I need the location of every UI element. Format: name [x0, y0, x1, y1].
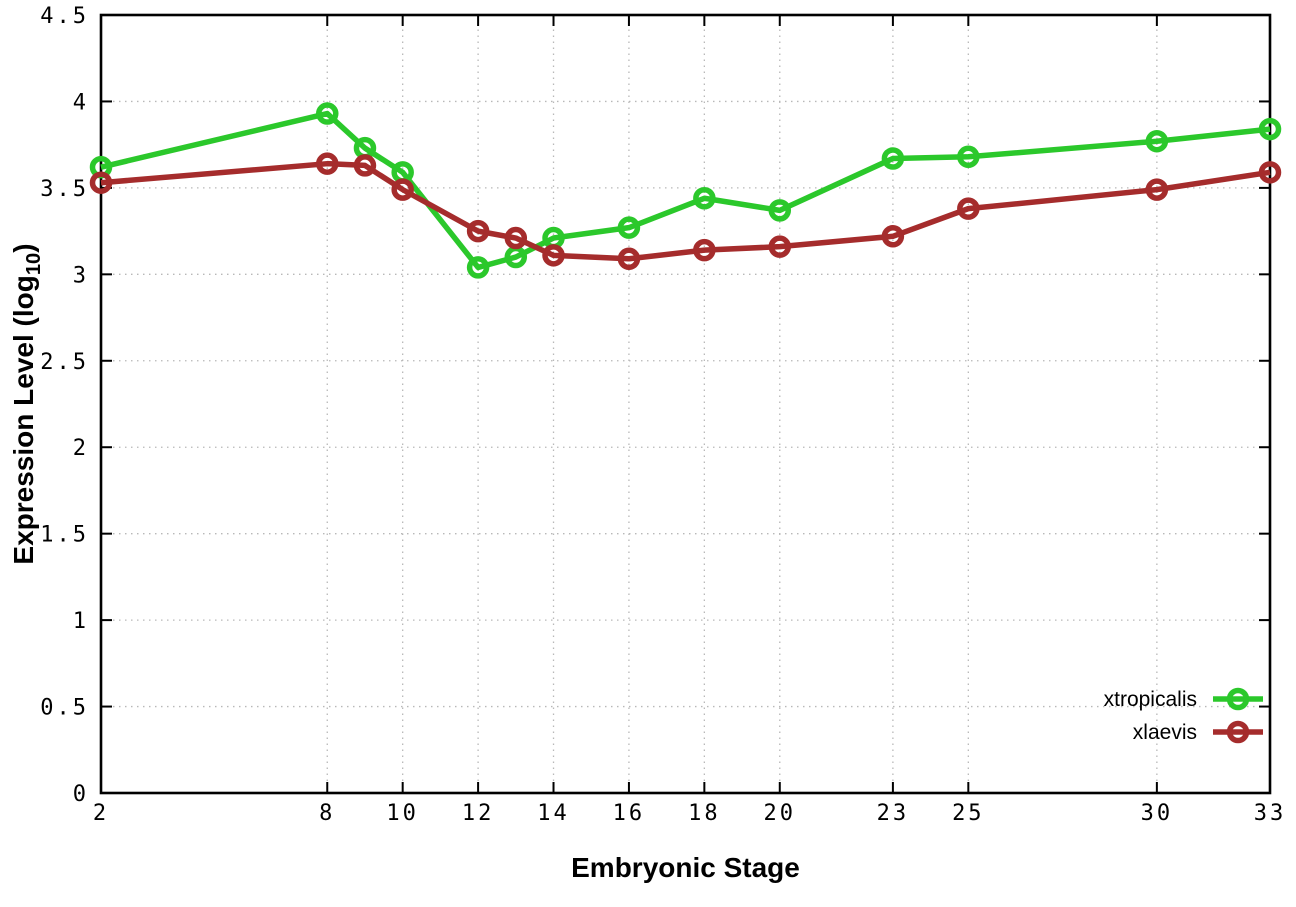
legend-label: xlaevis [1133, 721, 1197, 744]
series-xlaevis-point [504, 226, 528, 250]
x-tick-label: 16 [613, 801, 646, 826]
series-xtropicalis-line [100, 110, 1271, 271]
series-xlaevis-point [957, 197, 980, 220]
x-tick-label: 30 [1141, 801, 1174, 826]
series-xlaevis-point [316, 152, 339, 175]
y-axis-title: Expression Level (log10) [8, 243, 46, 564]
series-xtropicalis-point [1258, 117, 1282, 141]
legend-item-xlaevis: xlaevis [1133, 720, 1263, 744]
series-xtropicalis-point [693, 187, 716, 210]
y-tick-label: 4.5 [40, 4, 89, 29]
series-xtropicalis-point [881, 147, 905, 170]
y-tick-label: 1.5 [40, 523, 89, 548]
axes: 2 8 10 12 14 16 18 20 23 25 30 33 0 0.5 1 1.5 2 2.5 3 3.5 4 4… [40, 4, 1287, 826]
x-tick-label: 2 [93, 801, 109, 826]
series-xtropicalis-point [957, 145, 980, 169]
legend-marker [1226, 687, 1250, 711]
y-tick-label: 0 [73, 782, 89, 807]
x-tick-label: 33 [1254, 801, 1287, 826]
legend-label: xtropicalis [1104, 688, 1197, 711]
series-xlaevis-point [542, 244, 565, 267]
series-xlaevis-point [1145, 178, 1169, 201]
x-tick-label: 14 [537, 801, 570, 826]
x-tick-label: 18 [688, 801, 721, 826]
x-tick-label: 20 [764, 801, 797, 826]
x-tick-label: 25 [952, 801, 985, 826]
series-xlaevis-point [881, 225, 905, 248]
series-xtropicalis-point [466, 256, 490, 279]
series-xtropicalis-point [617, 216, 641, 239]
series-xlaevis-line [100, 160, 1271, 262]
y-tick-label: 2.5 [40, 350, 89, 375]
x-tick-label: 8 [319, 801, 335, 826]
x-tick-label: 10 [386, 801, 419, 826]
y-tick-label: 4 [73, 90, 89, 115]
series-xlaevis-point [768, 235, 792, 258]
series-xlaevis-point [693, 238, 716, 262]
series-xlaevis-point [89, 171, 113, 194]
y-axis-title-close: ) [8, 243, 40, 253]
x-tick-label: 12 [462, 801, 495, 826]
y-tick-label: 3 [73, 263, 89, 288]
y-axis-title-text: Expression Level (log [8, 275, 40, 565]
legend-marker [1226, 720, 1250, 744]
series-xlaevis-point [1258, 161, 1282, 184]
series [89, 102, 1282, 279]
series-xtropicalis-point [768, 199, 792, 222]
legend: xtropicalis xlaevis [1104, 687, 1263, 744]
x-axis-title: Embryonic Stage [571, 852, 800, 883]
series-xlaevis-point [353, 154, 377, 177]
series-xlaevis-point [391, 178, 414, 201]
plot-border [99, 13, 1272, 795]
y-tick-label: 3.5 [40, 177, 89, 202]
series-xtropicalis-point [1145, 129, 1169, 153]
legend-item-xtropicalis: xtropicalis [1104, 687, 1263, 711]
series-xlaevis-point [617, 247, 641, 271]
y-axis-title-subscript: 10 [22, 252, 45, 276]
y-tick-label: 1 [73, 609, 89, 634]
y-tick-label: 2 [73, 436, 89, 461]
series-xtropicalis-point [316, 102, 339, 125]
y-tick-label: 0.5 [40, 696, 89, 721]
series-xlaevis [89, 152, 1282, 271]
gridlines [101, 15, 1270, 793]
series-xlaevis-point [466, 219, 490, 243]
x-tick-label: 23 [877, 801, 910, 826]
